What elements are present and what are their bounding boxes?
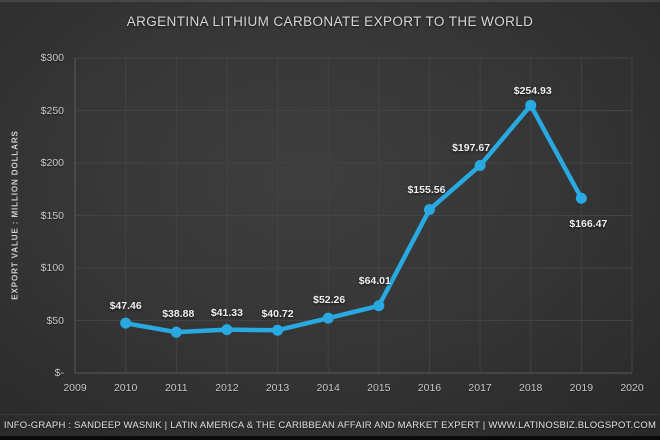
data-point-value-label: $52.26 bbox=[313, 294, 346, 307]
y-axis-tick: $- bbox=[54, 367, 64, 379]
y-axis-tick: $100 bbox=[40, 262, 64, 274]
y-axis-tick: $200 bbox=[40, 157, 64, 169]
x-axis-tick: 2014 bbox=[316, 382, 340, 394]
x-axis-tick: 2016 bbox=[417, 382, 442, 394]
data-point-marker bbox=[221, 324, 233, 336]
data-point-marker bbox=[170, 326, 182, 338]
data-point-value-label: $38.88 bbox=[162, 308, 195, 321]
data-point-value-label: $197.67 bbox=[452, 142, 491, 155]
export-value-line bbox=[123, 103, 584, 335]
x-axis-tick: 2011 bbox=[164, 382, 188, 394]
x-axis-tick: 2017 bbox=[468, 382, 492, 394]
data-point-marker bbox=[575, 192, 587, 204]
x-axis-tick: 2018 bbox=[519, 382, 543, 394]
data-point-marker bbox=[272, 324, 284, 336]
data-point-value-label: $166.47 bbox=[569, 218, 608, 231]
data-point-value-label: $155.56 bbox=[407, 183, 446, 196]
x-axis-tick: 2012 bbox=[215, 382, 239, 394]
data-point-value-label: $64.01 bbox=[358, 274, 391, 287]
data-point-marker bbox=[423, 204, 435, 216]
x-axis-tick: 2013 bbox=[265, 382, 290, 394]
y-axis-tick: $250 bbox=[40, 104, 64, 117]
data-point-value-label: $41.33 bbox=[210, 306, 243, 319]
footer-credit: INFO-GRAPH : SANDEEP WASNIK | LATIN AMER… bbox=[0, 414, 660, 436]
chart-title: ARGENTINA LITHIUM CARBONATE EXPORT TO TH… bbox=[126, 14, 534, 29]
x-axis-tick: 2009 bbox=[63, 382, 87, 394]
data-point-marker bbox=[474, 159, 486, 171]
data-point-marker bbox=[525, 99, 537, 111]
data-point-marker bbox=[120, 317, 132, 329]
data-point-value-label: $47.46 bbox=[109, 300, 142, 313]
data-point-value-label: $254.93 bbox=[513, 85, 552, 98]
x-axis-tick: 2010 bbox=[113, 382, 138, 394]
x-axis-tick: 2015 bbox=[367, 382, 391, 394]
y-axis-tick: $300 bbox=[40, 52, 64, 64]
y-axis-tick: $150 bbox=[40, 209, 64, 222]
data-point-marker bbox=[322, 312, 334, 324]
data-point-value-label: $40.72 bbox=[261, 308, 294, 321]
x-axis-tick: 2020 bbox=[620, 382, 644, 394]
bottom-edge-bar bbox=[0, 436, 660, 440]
y-axis-tick: $50 bbox=[46, 314, 64, 327]
data-point-marker bbox=[373, 300, 385, 312]
x-axis-tick: 2019 bbox=[569, 382, 594, 394]
